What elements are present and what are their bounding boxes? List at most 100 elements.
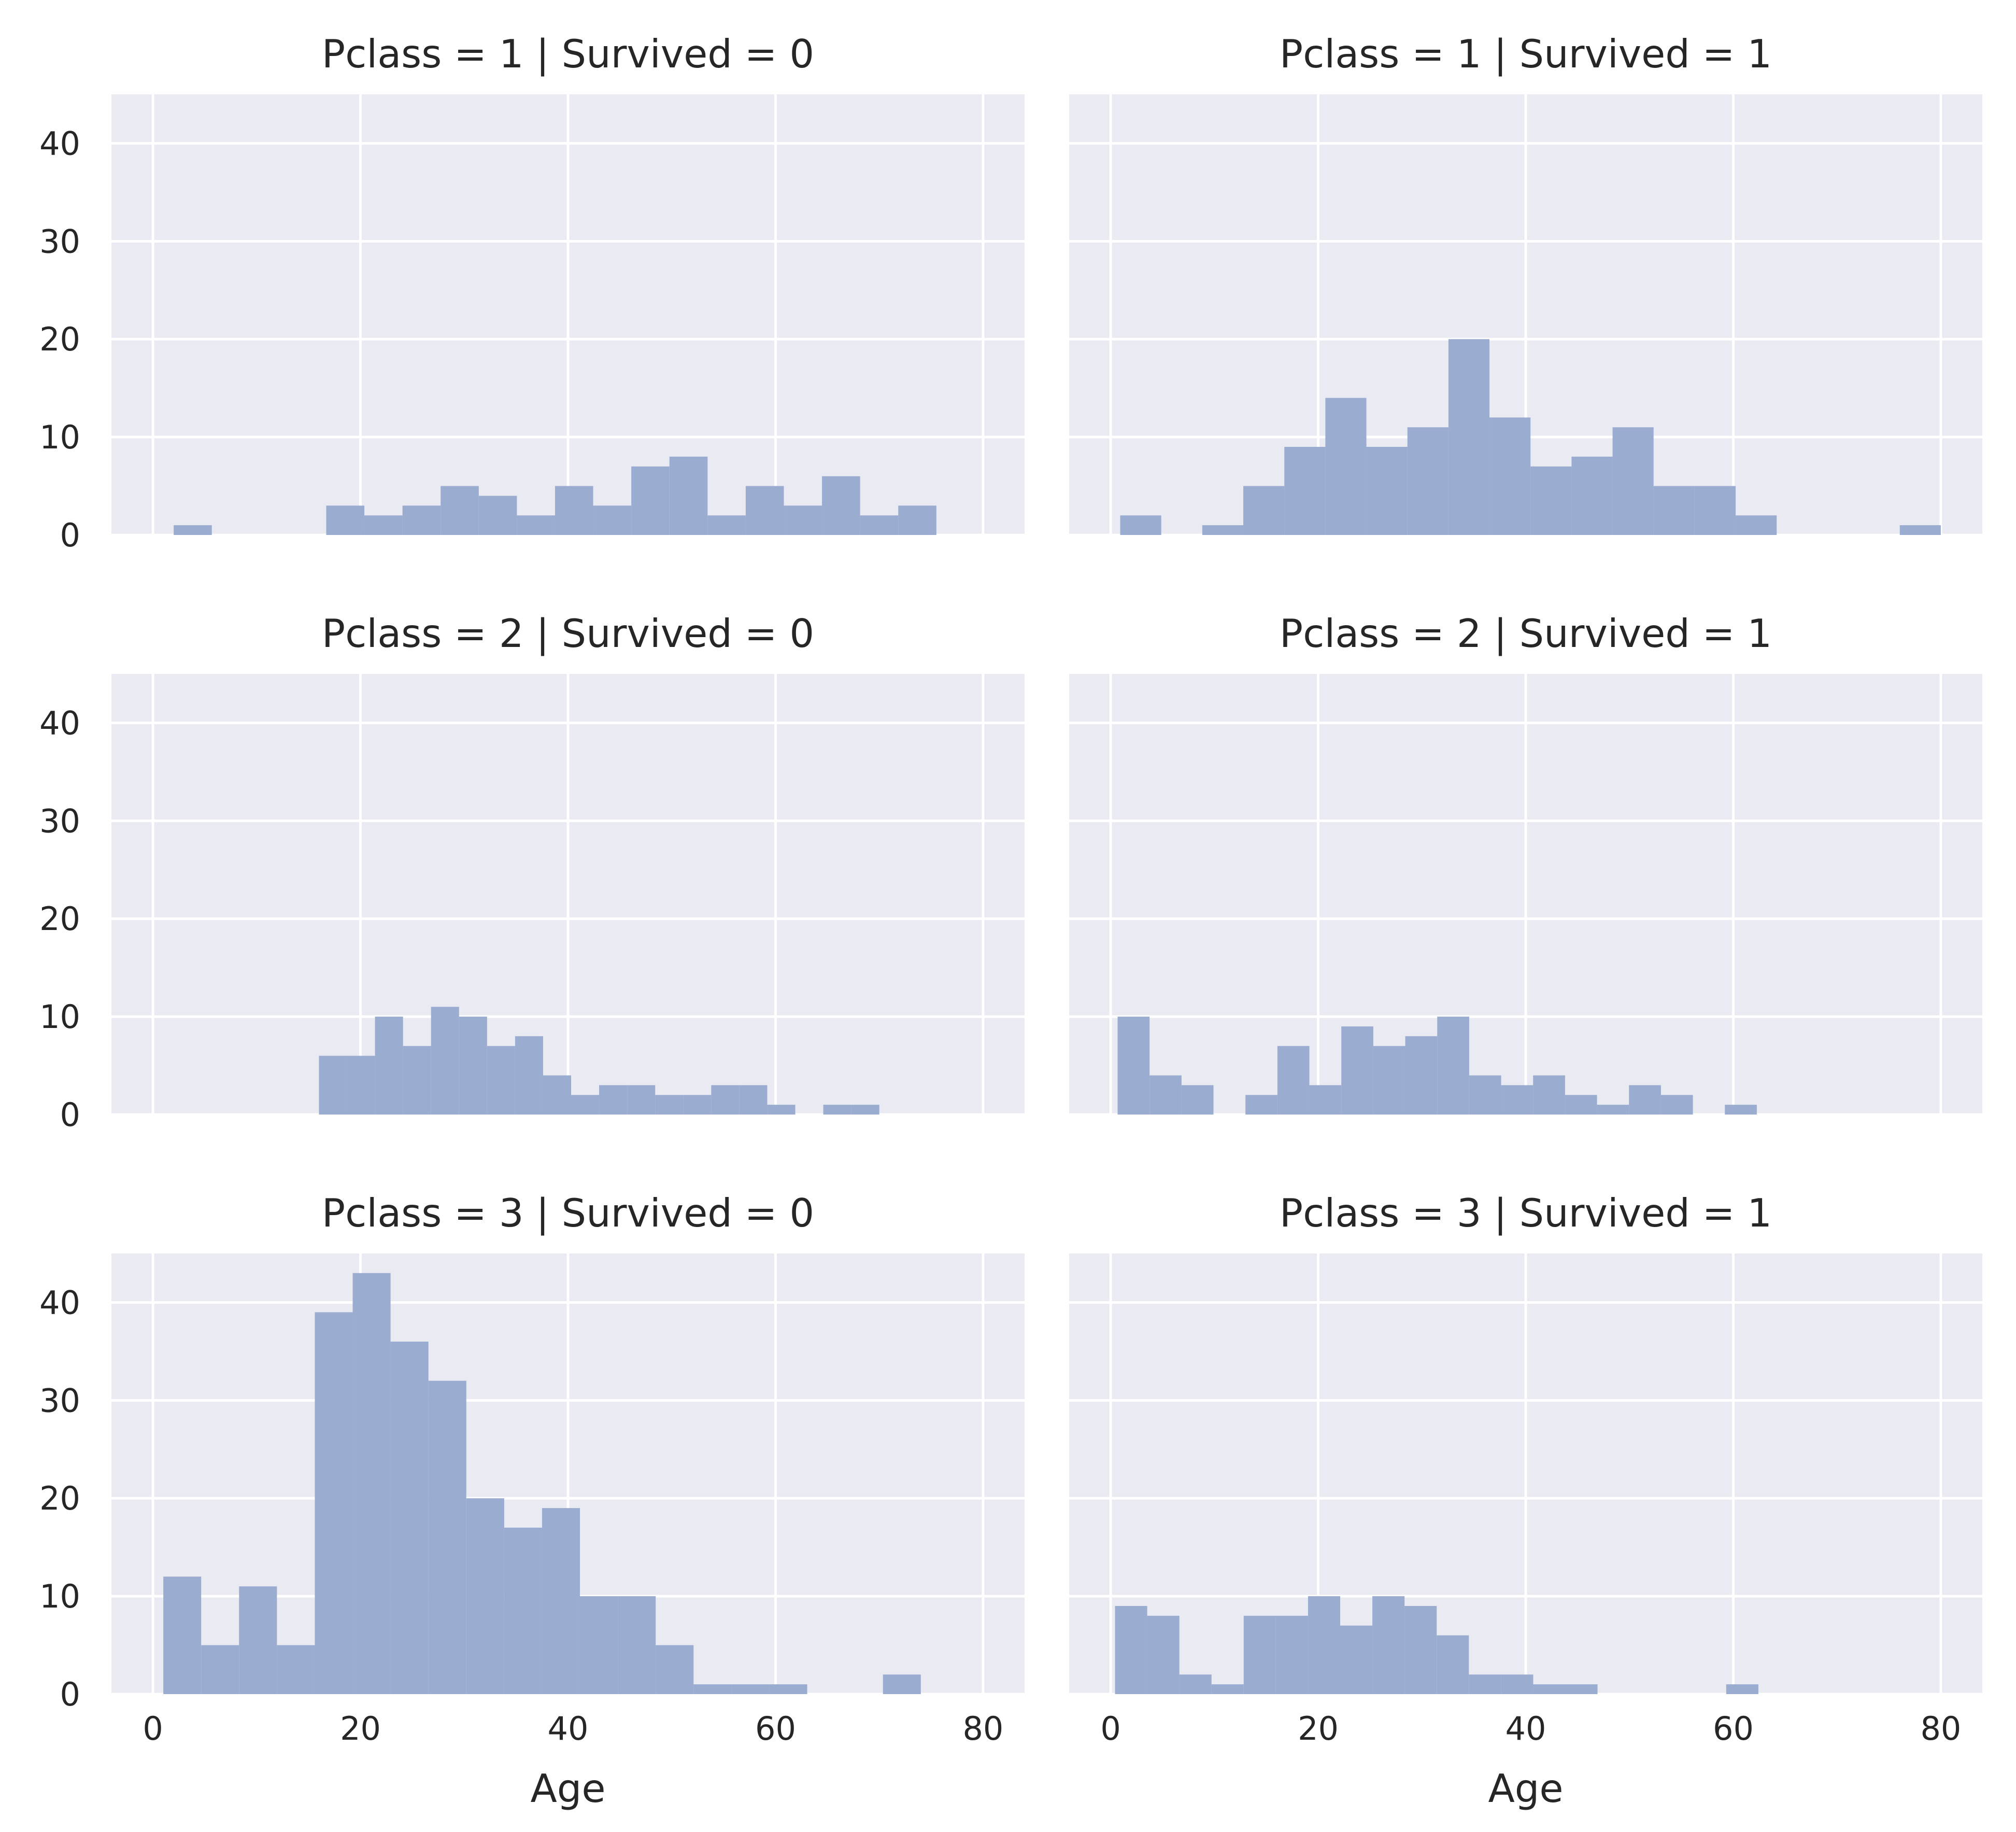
histogram-bar: [1725, 1105, 1757, 1115]
histogram-bar: [1245, 1095, 1277, 1115]
y-tick-label: 30: [39, 802, 80, 840]
histogram-bar: [315, 1312, 353, 1694]
y-tick-label: 20: [39, 900, 80, 938]
histogram-bar: [1629, 1085, 1661, 1115]
histogram-bar: [1117, 1017, 1150, 1115]
histogram-bar: [1120, 515, 1161, 535]
histogram-bar: [1736, 515, 1777, 535]
histogram-bar: [515, 1036, 543, 1115]
facet-panel: Pclass = 2 | Survived = 1: [1069, 611, 1982, 1116]
histogram-bar: [1243, 486, 1285, 535]
histogram-bar: [1694, 486, 1736, 535]
histogram-bar: [441, 486, 479, 535]
histogram-bar: [1243, 1615, 1276, 1694]
histogram-bar: [618, 1596, 656, 1694]
histogram-bar: [478, 496, 517, 535]
histogram-bar: [1372, 1596, 1405, 1694]
histogram-bar: [1899, 525, 1941, 535]
histogram-bar: [731, 1684, 770, 1694]
x-tick-label: 60: [755, 1710, 796, 1748]
histogram-bar: [1373, 1046, 1405, 1115]
histogram-bar: [1147, 1615, 1180, 1694]
facet-panel: Pclass = 2 | Survived = 0 0 10 20 30 40: [39, 611, 1025, 1134]
y-tick-label: 40: [39, 124, 80, 162]
histogram-bar: [631, 466, 670, 535]
histogram-bar: [1571, 456, 1613, 535]
histogram-bar: [277, 1645, 315, 1694]
histogram-bar: [767, 1105, 796, 1115]
histogram-bar: [1340, 1625, 1373, 1694]
histogram-bar: [1341, 1026, 1373, 1115]
histogram-bar: [364, 515, 403, 535]
facet-title: Pclass = 2 | Survived = 1: [1280, 611, 1772, 656]
histogram-bar: [402, 505, 441, 535]
histogram-bar: [1308, 1596, 1340, 1694]
histogram-bar: [466, 1498, 504, 1694]
x-tick-label: 20: [340, 1710, 381, 1748]
histogram-bar: [163, 1576, 202, 1694]
histogram-bar: [683, 1095, 712, 1115]
x-tick-label: 80: [1920, 1710, 1961, 1748]
histogram-bar: [1489, 417, 1531, 535]
histogram-bar: [1284, 447, 1326, 535]
histogram-bar: [1405, 1036, 1438, 1115]
y-tick-label: 0: [60, 1675, 80, 1713]
histogram-bar: [1501, 1085, 1534, 1115]
histogram-bar: [860, 515, 899, 535]
facet-title: Pclass = 3 | Survived = 1: [1280, 1190, 1772, 1236]
facet-title: Pclass = 1 | Survived = 0: [322, 31, 814, 77]
histogram-bar: [1407, 427, 1449, 535]
histogram-bar: [347, 1055, 375, 1115]
histogram-bar: [428, 1380, 466, 1694]
x-tick-label: 60: [1713, 1710, 1754, 1748]
histogram-bar: [769, 1684, 807, 1694]
y-tick-label: 20: [39, 1479, 80, 1517]
histogram-bar: [1275, 1615, 1308, 1694]
facet-panel: Pclass = 1 | Survived = 1: [1069, 31, 1982, 537]
y-tick-label: 40: [39, 704, 80, 742]
x-tick-label: 20: [1298, 1710, 1339, 1748]
histogram-bar: [375, 1017, 403, 1115]
histogram-bar: [883, 1674, 921, 1694]
histogram-bar: [851, 1105, 879, 1115]
facet-panel: Pclass = 3 | Survived = 0 0 10 20 30 40 0 20 40 6…: [39, 1190, 1025, 1811]
histogram-bar: [1277, 1046, 1310, 1115]
histogram-bar: [1612, 427, 1654, 535]
histogram-bar: [319, 1055, 347, 1115]
y-tick-label: 40: [39, 1284, 80, 1321]
histogram-bar: [669, 456, 708, 535]
histogram-bar: [239, 1586, 277, 1694]
histogram-bar: [1404, 1606, 1437, 1694]
histogram-bar: [1565, 1095, 1597, 1115]
histogram-bar: [707, 515, 746, 535]
histogram-bar: [1179, 1674, 1212, 1694]
histogram-bar: [543, 1075, 572, 1115]
y-tick-label: 30: [39, 1382, 80, 1419]
histogram-bar: [1653, 486, 1695, 535]
histogram-bar: [201, 1645, 239, 1694]
histogram-bar: [1437, 1017, 1469, 1115]
y-tick-label: 20: [39, 320, 80, 358]
histogram-bar: [898, 505, 936, 535]
x-tick-label: 0: [1100, 1710, 1120, 1748]
x-tick-label: 40: [548, 1710, 589, 1748]
y-tick-label: 10: [39, 998, 80, 1036]
histogram-bar: [823, 1105, 851, 1115]
histogram-bar: [1469, 1075, 1501, 1115]
histogram-bar: [1366, 447, 1408, 535]
histogram-bar: [1437, 1635, 1469, 1694]
y-tick-label: 10: [39, 1577, 80, 1615]
histogram-bar: [1181, 1085, 1214, 1115]
facet-title: Pclass = 1 | Survived = 1: [1280, 31, 1772, 77]
y-tick-label: 30: [39, 222, 80, 260]
y-tick-label: 10: [39, 418, 80, 456]
histogram-bar: [1202, 525, 1244, 535]
histogram-bar: [711, 1085, 740, 1115]
histogram-bar: [326, 505, 365, 535]
histogram-bar: [1115, 1606, 1147, 1694]
histogram-bar: [693, 1684, 732, 1694]
histogram-bar: [656, 1645, 694, 1694]
histogram-bar: [1211, 1684, 1244, 1694]
histogram-bar: [174, 525, 212, 535]
histogram-bar: [822, 476, 860, 535]
